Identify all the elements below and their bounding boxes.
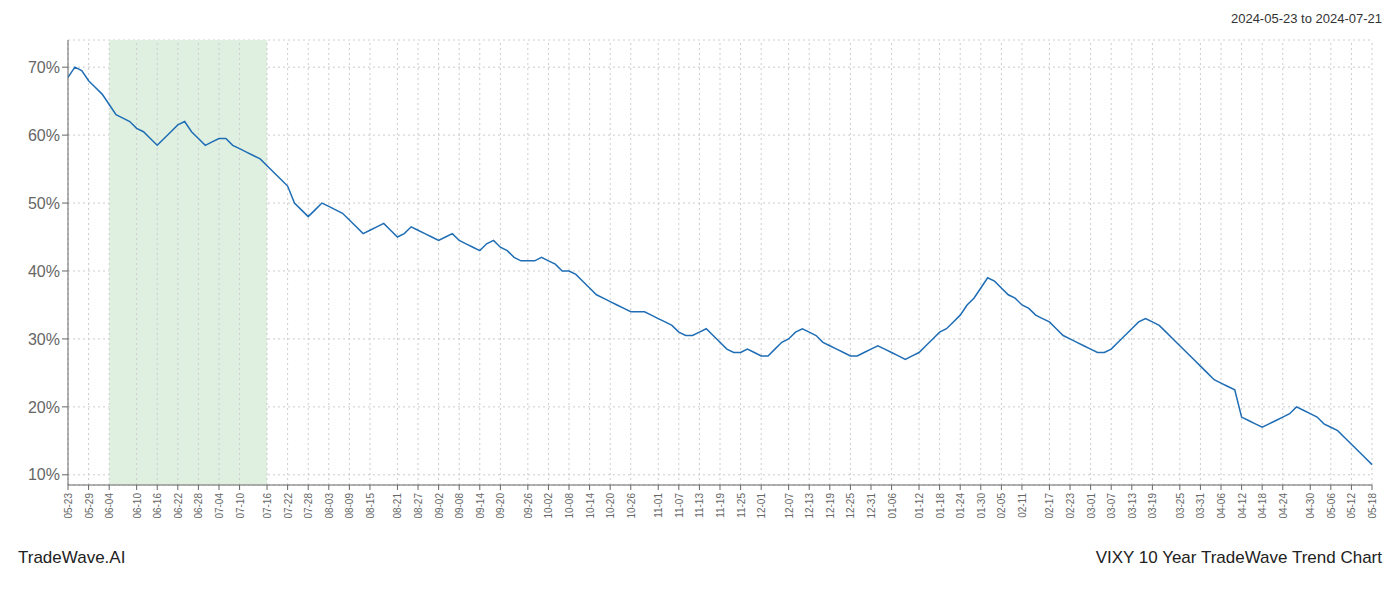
- svg-text:02-05: 02-05: [996, 493, 1007, 519]
- svg-text:05-23: 05-23: [63, 493, 74, 519]
- svg-text:10-14: 10-14: [585, 493, 596, 519]
- html-text:VIXY 10 Year TradeWave Trend C: VIXY 10 Year TradeWave Trend Chart: [1095, 548, 1382, 567]
- svg-text:03-07: 03-07: [1106, 493, 1117, 519]
- svg-text:03-13: 03-13: [1127, 493, 1138, 519]
- svg-text:06-22: 06-22: [173, 493, 184, 519]
- svg-text:50%: 50%: [28, 195, 60, 212]
- svg-text:09-26: 09-26: [523, 493, 534, 519]
- svg-text:08-21: 08-21: [392, 493, 403, 519]
- svg-text:09-20: 09-20: [495, 493, 506, 519]
- svg-text:03-31: 03-31: [1195, 493, 1206, 519]
- svg-text:40%: 40%: [28, 263, 60, 280]
- html-text:TradeWave.AI: TradeWave.AI: [18, 548, 126, 567]
- svg-text:02-17: 02-17: [1044, 493, 1055, 519]
- svg-text:06-16: 06-16: [152, 493, 163, 519]
- svg-text:05-06: 05-06: [1326, 493, 1337, 519]
- svg-text:10-20: 10-20: [605, 493, 616, 519]
- svg-text:06-28: 06-28: [193, 493, 204, 519]
- svg-text:07-28: 07-28: [303, 493, 314, 519]
- svg-text:01-30: 01-30: [976, 493, 987, 519]
- svg-text:12-07: 12-07: [784, 493, 795, 519]
- svg-text:04-12: 04-12: [1237, 493, 1248, 519]
- svg-text:08-09: 08-09: [344, 493, 355, 519]
- svg-text:09-02: 09-02: [434, 493, 445, 519]
- svg-text:07-10: 07-10: [235, 493, 246, 519]
- svg-text:30%: 30%: [28, 331, 60, 348]
- svg-text:09-14: 09-14: [475, 493, 486, 519]
- svg-text:05-18: 05-18: [1367, 493, 1378, 519]
- svg-text:11-01: 11-01: [653, 493, 664, 518]
- svg-text:12-01: 12-01: [756, 493, 767, 519]
- svg-text:20%: 20%: [28, 399, 60, 416]
- svg-text:08-15: 08-15: [365, 493, 376, 519]
- svg-text:04-06: 04-06: [1216, 493, 1227, 519]
- svg-text:05-12: 05-12: [1346, 493, 1357, 519]
- svg-text:06-04: 06-04: [104, 493, 115, 519]
- svg-text:10-08: 10-08: [564, 493, 575, 519]
- svg-text:10-26: 10-26: [626, 493, 637, 519]
- svg-text:08-03: 08-03: [324, 493, 335, 519]
- svg-text:02-23: 02-23: [1065, 493, 1076, 519]
- svg-text:07-22: 07-22: [283, 493, 294, 519]
- svg-text:04-18: 04-18: [1257, 493, 1268, 519]
- svg-text:04-30: 04-30: [1305, 493, 1316, 519]
- svg-text:01-06: 01-06: [887, 493, 898, 519]
- svg-text:11-07: 11-07: [674, 493, 685, 518]
- svg-text:09-08: 09-08: [454, 493, 465, 519]
- svg-text:05-29: 05-29: [84, 493, 95, 519]
- svg-text:10-02: 10-02: [543, 493, 554, 519]
- svg-text:10%: 10%: [28, 466, 60, 483]
- svg-text:11-13: 11-13: [694, 493, 705, 518]
- svg-text:03-01: 03-01: [1086, 493, 1097, 519]
- svg-text:04-24: 04-24: [1278, 493, 1289, 519]
- html-text:2024-05-23 to 2024-07-21: 2024-05-23 to 2024-07-21: [1230, 11, 1382, 26]
- svg-text:11-25: 11-25: [736, 493, 747, 518]
- svg-text:07-04: 07-04: [214, 493, 225, 519]
- svg-text:01-24: 01-24: [955, 493, 966, 519]
- svg-text:60%: 60%: [28, 127, 60, 144]
- svg-text:08-27: 08-27: [413, 493, 424, 519]
- svg-text:03-25: 03-25: [1175, 493, 1186, 519]
- svg-text:11-19: 11-19: [715, 493, 726, 518]
- svg-text:01-18: 01-18: [935, 493, 946, 519]
- svg-text:12-25: 12-25: [845, 493, 856, 519]
- svg-text:12-19: 12-19: [825, 493, 836, 519]
- svg-text:07-16: 07-16: [262, 493, 273, 519]
- svg-text:70%: 70%: [28, 59, 60, 76]
- svg-text:01-12: 01-12: [914, 493, 925, 519]
- svg-text:06-10: 06-10: [132, 493, 143, 519]
- svg-text:12-31: 12-31: [866, 493, 877, 519]
- svg-text:12-13: 12-13: [804, 493, 815, 519]
- svg-text:02-11: 02-11: [1017, 493, 1028, 518]
- svg-text:03-19: 03-19: [1147, 493, 1158, 519]
